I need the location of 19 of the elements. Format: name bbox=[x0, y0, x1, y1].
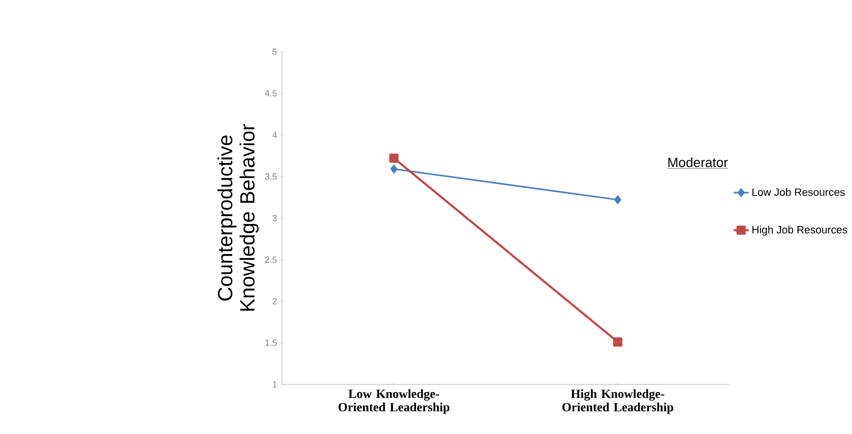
y-tick-label: 5 bbox=[272, 48, 277, 55]
point bbox=[614, 195, 622, 204]
point bbox=[390, 164, 398, 174]
point bbox=[389, 153, 399, 163]
y-tick-label: 3 bbox=[272, 214, 277, 222]
y-tick-label: 4 bbox=[272, 132, 277, 138]
y-tick-label: 1.5 bbox=[265, 340, 277, 346]
y-tick-label: 4.5 bbox=[264, 90, 277, 96]
x-tick-label: Low Knowledge-Oriented Leadership bbox=[338, 389, 450, 414]
legend-label: High Job Resources bbox=[752, 226, 848, 236]
y-tick-label: 2 bbox=[272, 298, 277, 304]
y-tick-label: 2.5 bbox=[265, 256, 277, 263]
y-tick-label: 1 bbox=[272, 381, 277, 388]
point bbox=[613, 337, 622, 346]
y-tick-label: 3.5 bbox=[265, 173, 277, 180]
legend-label: Low Job Resources bbox=[752, 188, 845, 196]
y-axis-title: Counterproductive Knowledge Behavior bbox=[217, 124, 259, 311]
legend-title: Moderator bbox=[668, 157, 728, 168]
x-tick-label: High Knowledge-Oriented Leadership bbox=[562, 389, 674, 414]
